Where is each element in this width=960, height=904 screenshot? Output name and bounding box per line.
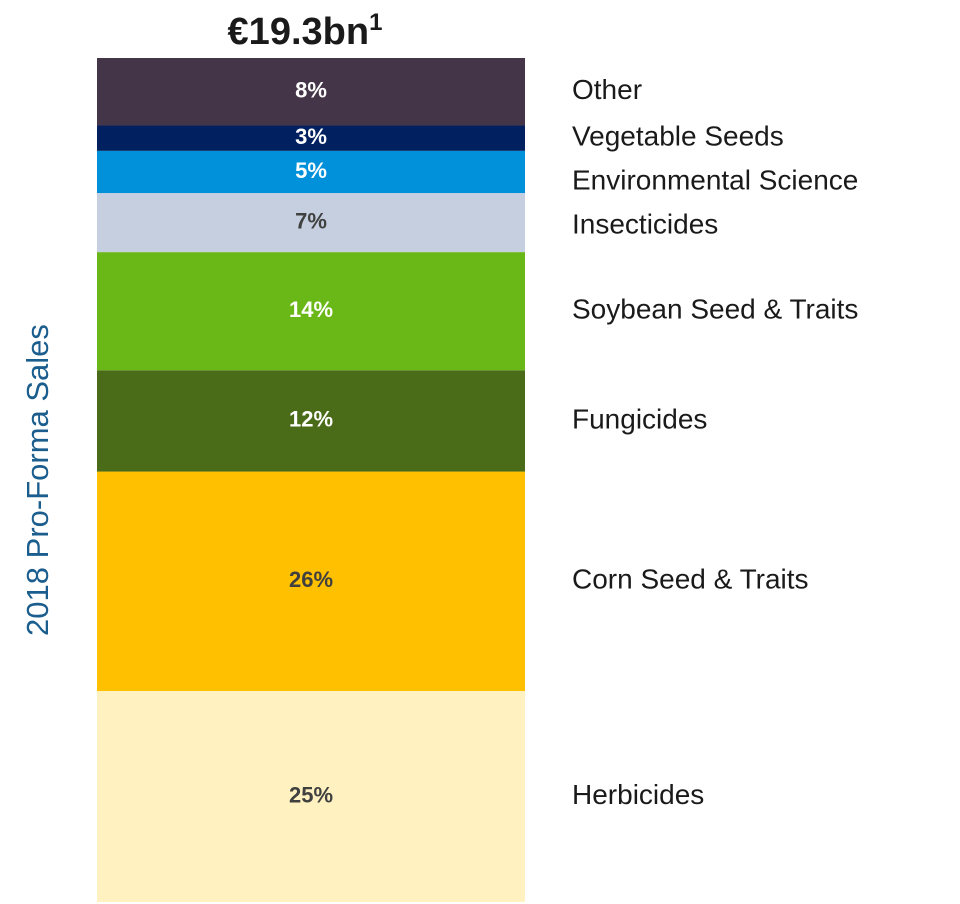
legend-label: Fungicides [572, 403, 707, 434]
bar-segment [97, 150, 525, 194]
legend-label: Corn Seed & Traits [572, 564, 809, 595]
chart-title: €19.3bn1 [228, 9, 383, 53]
bar-segment [97, 125, 525, 151]
bar-segment [97, 58, 525, 126]
data-label: 26% [289, 567, 333, 592]
legend-label: Other [572, 74, 642, 105]
bar-segment [97, 370, 525, 472]
data-label: 8% [295, 78, 327, 103]
legend-label: Environmental Science [572, 165, 858, 196]
legend-label: Vegetable Seeds [572, 121, 784, 152]
bar-segment [97, 691, 525, 902]
title-text: €19.3bn [228, 11, 370, 53]
title-note: 1 [369, 9, 382, 36]
bar-segment [97, 193, 525, 253]
data-label: 14% [289, 297, 333, 322]
y-axis-label: 2018 Pro-Forma Sales [20, 324, 55, 636]
data-label: 3% [295, 124, 327, 149]
legend-label: Soybean Seed & Traits [572, 294, 858, 325]
bar-segment [97, 252, 525, 371]
data-label: 25% [289, 782, 333, 807]
legend-label: Herbicides [572, 779, 704, 810]
data-label: 5% [295, 158, 327, 183]
data-label: 12% [289, 407, 333, 432]
bar-segment [97, 471, 525, 691]
legend-label: Insecticides [572, 209, 718, 240]
data-label: 7% [295, 208, 327, 233]
